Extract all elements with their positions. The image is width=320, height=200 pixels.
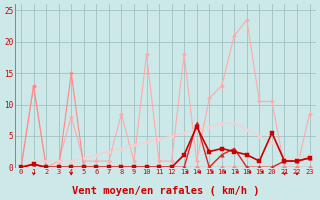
- X-axis label: Vent moyen/en rafales ( km/h ): Vent moyen/en rafales ( km/h ): [72, 186, 259, 196]
